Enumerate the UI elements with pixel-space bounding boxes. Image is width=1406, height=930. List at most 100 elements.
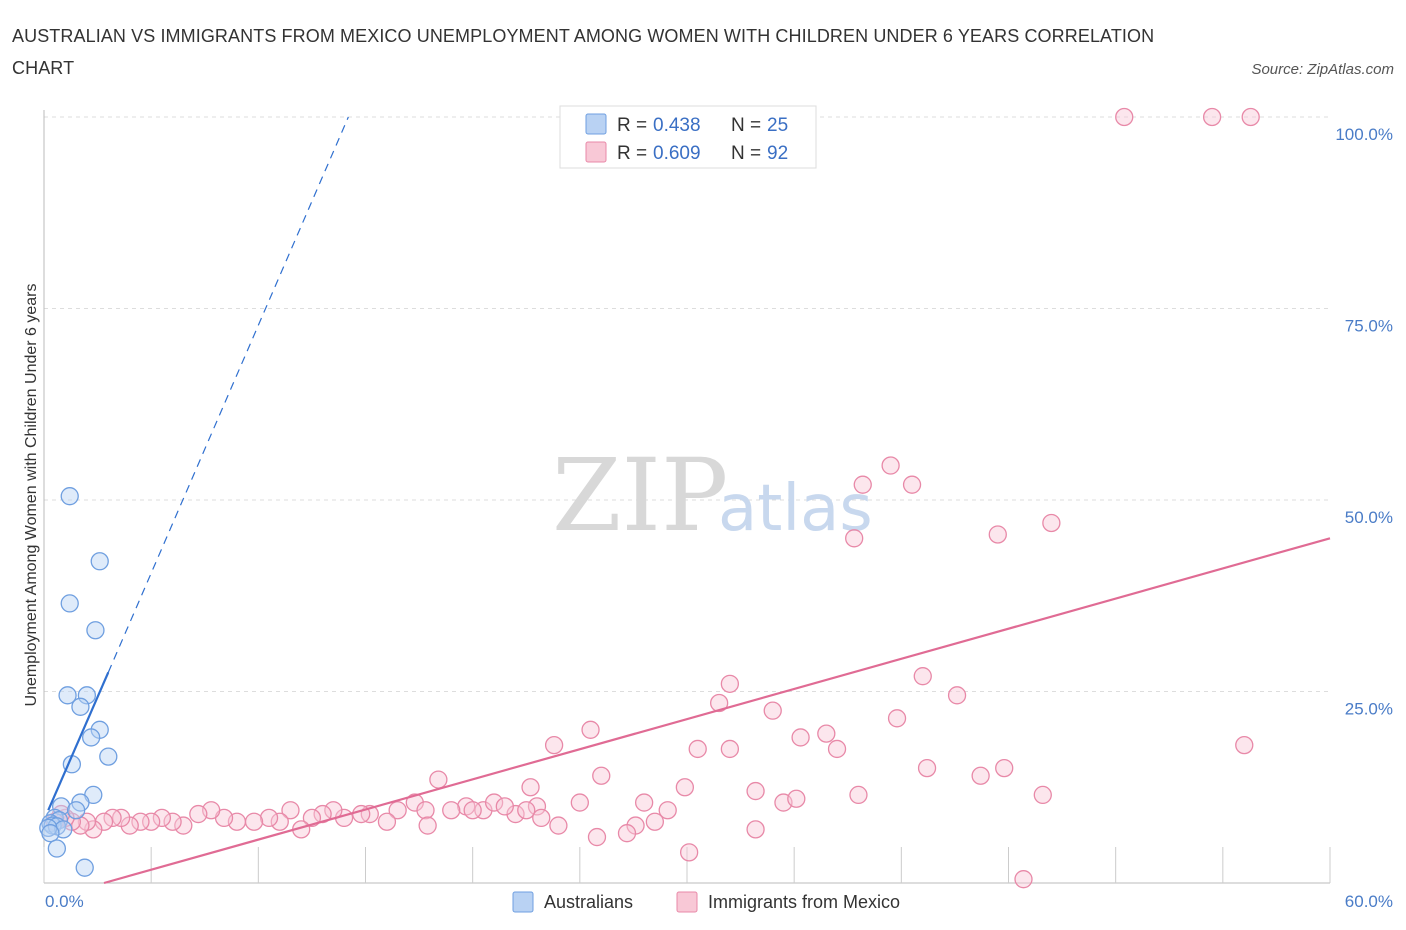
point-mexico (720, 674, 740, 693)
point-mexico (1033, 785, 1052, 805)
point-mexico (971, 766, 990, 785)
point-mexico (463, 801, 482, 820)
series-australians (39, 487, 118, 877)
y-axis-label: Unemployment Among Women with Children U… (23, 283, 40, 706)
y-tick-label: 25.0% (1345, 700, 1393, 719)
x-axis-ticks (43, 847, 1331, 883)
point-mexico (1115, 107, 1134, 127)
point-mexico (495, 797, 514, 816)
point-mexico (270, 812, 289, 831)
point-mexico (1014, 870, 1033, 889)
point-mexico (131, 812, 150, 831)
series-immigrants-from-mexico (45, 107, 1260, 889)
bottom-legend-australians: Australians (544, 892, 633, 912)
bottom-legend-swatch-australians (512, 891, 534, 913)
source-label: Source: ZipAtlas.com (1251, 61, 1394, 78)
point-australians (71, 697, 90, 716)
y-axis-tick-labels: 25.0% 50.0% 75.0% 100.0% (1335, 125, 1393, 719)
point-australians (41, 824, 60, 843)
point-mexico (592, 766, 611, 785)
point-mexico (746, 781, 765, 801)
point-mexico (429, 770, 448, 789)
point-mexico (913, 667, 932, 686)
y-tick-label: 100.0% (1335, 125, 1393, 144)
point-mexico (587, 827, 607, 847)
legend-r-label-mexico: R = (617, 143, 647, 164)
point-mexico (1042, 513, 1061, 533)
point-mexico (174, 816, 193, 835)
legend-r-mexico: 0.609 (653, 143, 701, 164)
point-mexico (1241, 107, 1260, 127)
point-mexico (763, 701, 782, 720)
point-australians (99, 747, 118, 766)
point-mexico (1235, 735, 1254, 755)
point-mexico (281, 801, 300, 820)
point-mexico (947, 686, 967, 705)
legend: R = 0.438 N = 25 R = 0.609 N = 92 (559, 105, 817, 169)
point-mexico (902, 475, 922, 494)
legend-r-label-australians: R = (617, 115, 647, 136)
point-mexico (688, 739, 707, 759)
point-mexico (244, 812, 264, 831)
point-australians (58, 686, 77, 705)
point-mexico (791, 728, 810, 747)
point-mexico (887, 709, 907, 728)
point-mexico (917, 758, 937, 778)
point-mexico (388, 801, 407, 820)
point-mexico (995, 758, 1014, 778)
legend-swatch-australians (585, 113, 607, 135)
watermark-zip: ZIP (552, 437, 728, 554)
point-mexico (517, 801, 536, 820)
point-mexico (720, 739, 740, 759)
grid (44, 116, 1330, 692)
point-mexico (416, 801, 435, 820)
point-mexico (442, 801, 461, 820)
point-mexico (853, 475, 872, 494)
point-mexico (658, 801, 677, 820)
trend-lines (47, 116, 1331, 885)
point-mexico (617, 824, 637, 843)
trend-line-mexico (103, 537, 1331, 885)
point-mexico (827, 739, 847, 759)
point-mexico (163, 812, 182, 831)
bottom-legend: Australians Immigrants from Mexico (512, 891, 900, 913)
bottom-legend-mexico: Immigrants from Mexico (708, 892, 900, 912)
point-mexico (679, 843, 699, 862)
legend-r-australians: 0.438 (653, 115, 701, 136)
point-mexico (549, 816, 568, 835)
point-mexico (103, 808, 122, 828)
point-mexico (645, 812, 664, 831)
point-mexico (710, 693, 729, 713)
point-mexico (746, 820, 765, 839)
legend-n-mexico: 92 (767, 143, 788, 164)
x-tick-label-min: 0.0% (45, 892, 84, 911)
point-mexico (845, 529, 864, 548)
watermark: ZIP atlas (552, 437, 873, 554)
point-mexico (418, 816, 437, 835)
point-australians (51, 797, 71, 816)
point-australians (77, 686, 97, 705)
point-mexico (817, 724, 836, 743)
legend-n-label-australians: N = (731, 115, 761, 136)
trend-line-australians (47, 671, 110, 811)
point-australians (90, 552, 109, 571)
point-mexico (189, 804, 208, 824)
legend-n-australians: 25 (767, 115, 788, 136)
point-mexico (849, 785, 868, 805)
point-mexico (302, 808, 322, 828)
point-mexico (988, 525, 1007, 544)
point-mexico (142, 812, 161, 831)
point-australians (60, 487, 79, 506)
point-mexico (1202, 107, 1222, 127)
point-mexico (570, 793, 589, 812)
point-australians (75, 858, 94, 877)
point-mexico (675, 778, 695, 797)
point-mexico (881, 456, 900, 475)
point-australians (82, 728, 101, 747)
trend-line-australians-extension (107, 116, 349, 673)
point-mexico (634, 793, 654, 812)
point-mexico (532, 808, 551, 828)
legend-n-label-mexico: N = (731, 143, 761, 164)
point-mexico (152, 808, 172, 828)
